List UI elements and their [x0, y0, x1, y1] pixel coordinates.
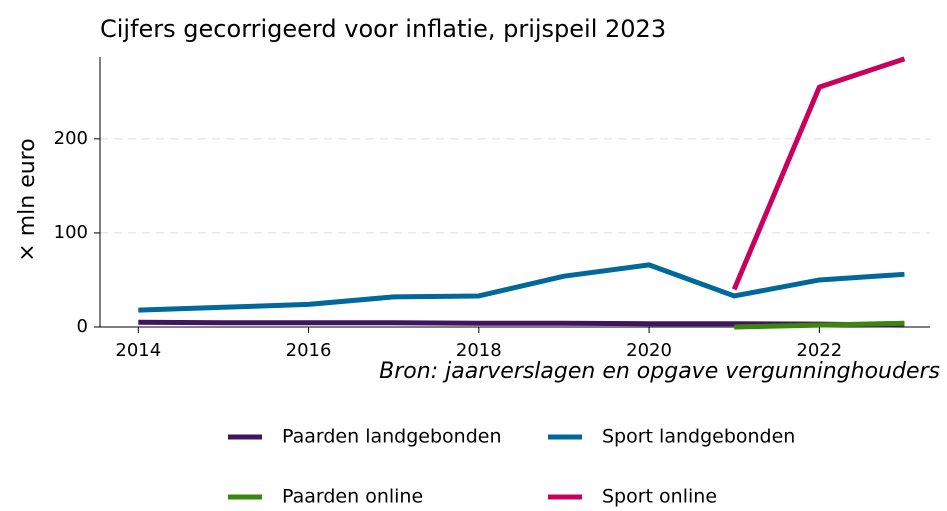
- x-tick-label: 2018: [456, 340, 502, 361]
- x-tick-label: 2020: [626, 340, 672, 361]
- series-line: [731, 56, 906, 291]
- y-tick-label: 100: [54, 222, 88, 243]
- series-line: [734, 320, 905, 330]
- y-tick-label: 200: [54, 128, 88, 149]
- chart-title: Cijfers gecorrigeerd voor inflatie, prij…: [100, 15, 666, 43]
- legend-label: Sport landgebonden: [602, 426, 795, 448]
- series-line: [138, 262, 905, 313]
- x-tick-label: 2022: [796, 340, 842, 361]
- legend-label: Sport online: [602, 486, 717, 508]
- source-note: Bron: jaarverslagen en opgave vergunning…: [379, 359, 940, 384]
- legend-label: Paarden landgebonden: [282, 426, 502, 448]
- legend-label: Paarden online: [282, 486, 423, 508]
- x-tick-label: 2016: [286, 340, 332, 361]
- y-tick-label: 0: [77, 316, 88, 337]
- y-axis-label: × mln euro: [15, 138, 40, 261]
- x-tick-label: 2014: [115, 340, 161, 361]
